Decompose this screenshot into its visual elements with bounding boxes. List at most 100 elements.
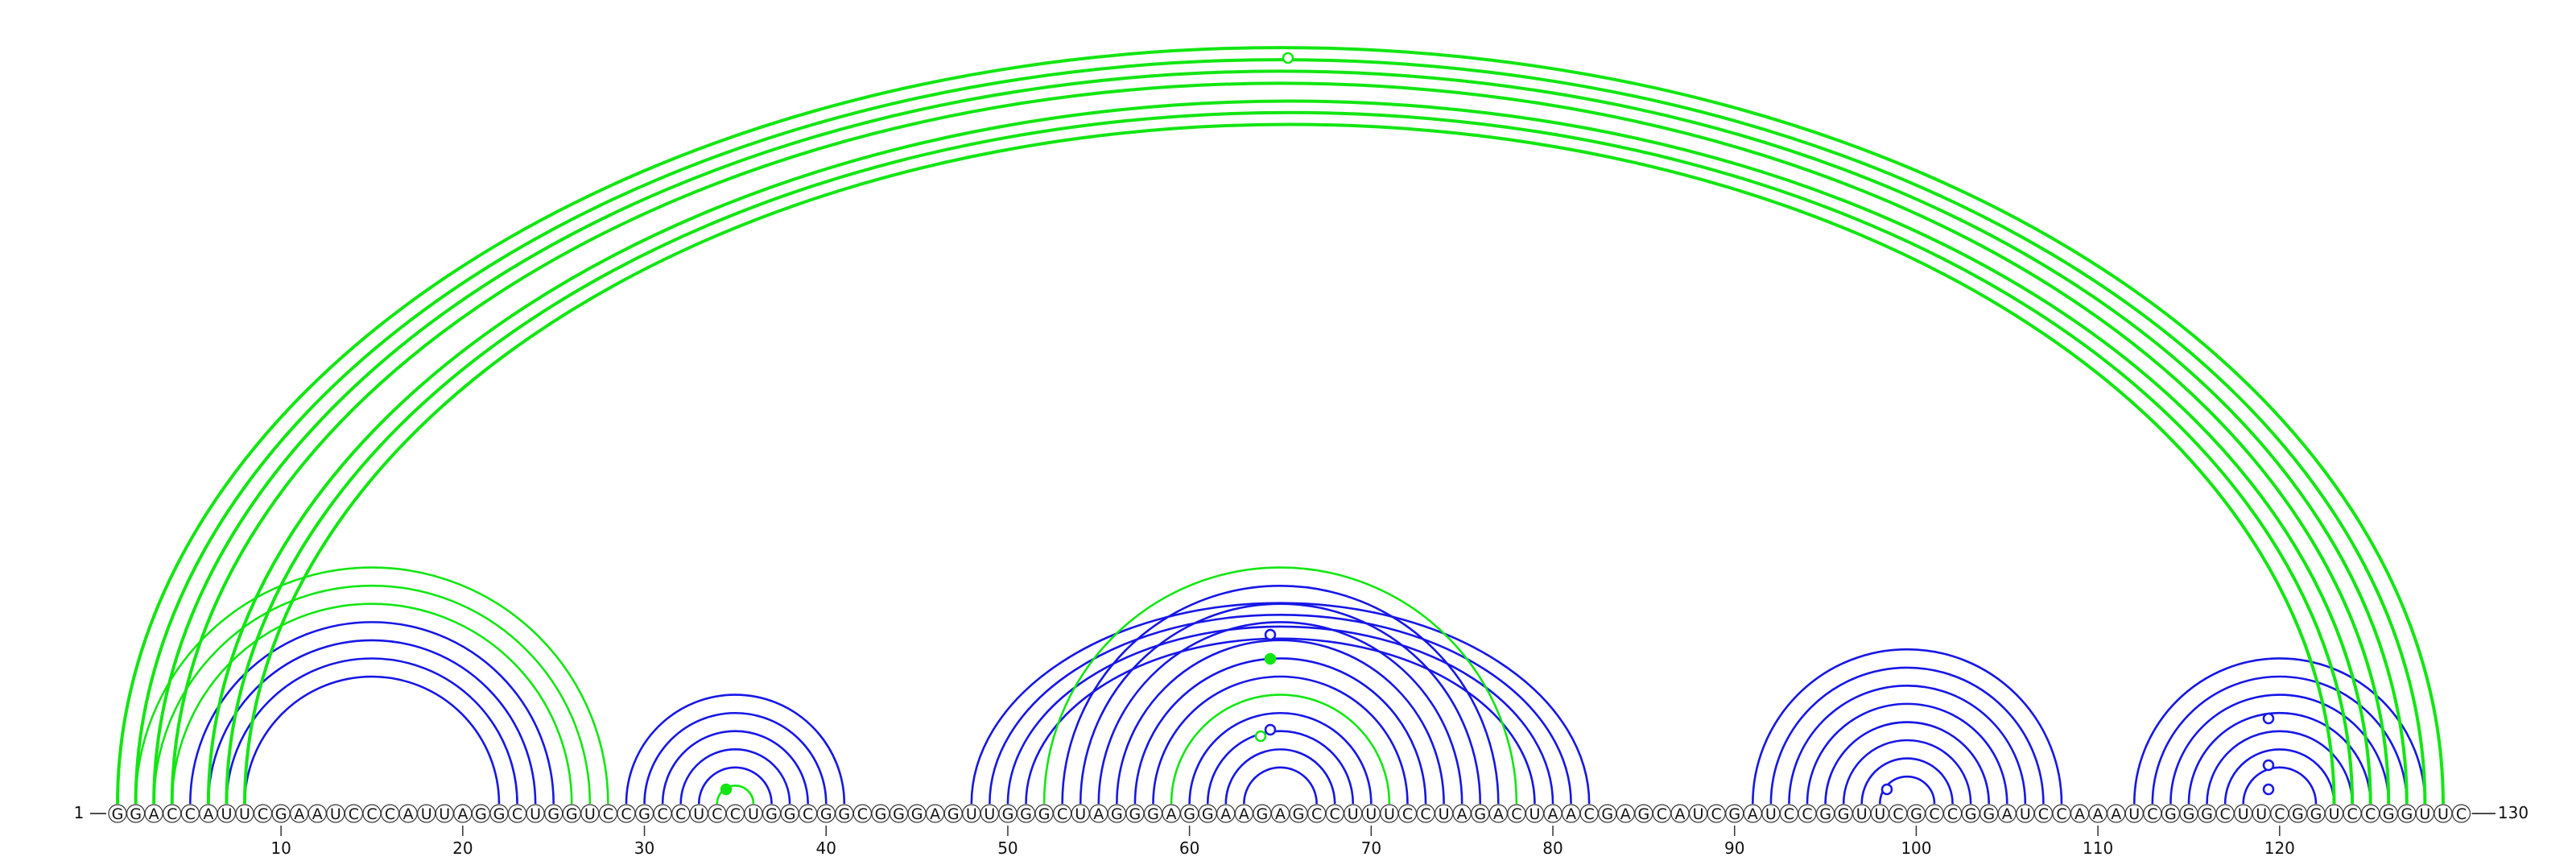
green-arc-12	[1170, 693, 1391, 805]
nucleotide-letter: C	[1802, 805, 1812, 823]
nucleotide-112: U	[2124, 804, 2144, 823]
nucleotide-80: A	[1543, 804, 1563, 823]
nucleotide-6: A	[199, 804, 218, 823]
nucleotide-letter: U	[748, 805, 759, 823]
nucleotide-72: C	[1397, 804, 1418, 823]
nucleotide-55: A	[1089, 804, 1108, 823]
nucleotide-127: G	[2397, 804, 2417, 823]
blue-arc-1	[207, 639, 537, 805]
nucleotide-13: U	[326, 804, 345, 823]
tick-label-50: 50	[997, 838, 1018, 857]
nucleotide-90: G	[1725, 804, 1744, 823]
nucleotide-95: G	[1815, 804, 1835, 823]
nucleotide-14: C	[344, 804, 364, 823]
nucleotide-letter: G	[911, 805, 923, 823]
arc-marker-1	[1264, 628, 1277, 641]
nucleotide-letter: G	[493, 805, 506, 823]
nucleotide-71: U	[1380, 804, 1399, 823]
blue-arc-23	[1752, 648, 2063, 805]
nucleotide-126: G	[2379, 804, 2398, 823]
nucleotide-letter: C	[2056, 805, 2066, 823]
blue-arc-21	[1224, 747, 1336, 805]
blue-arc-15	[1097, 621, 1463, 805]
nucleotide-letter: C	[621, 805, 631, 823]
nucleotide-20: A	[453, 804, 473, 823]
nucleotide-108: C	[2052, 804, 2071, 823]
nucleotide-letter: G	[2201, 805, 2213, 823]
nucleotide-2: G	[126, 804, 146, 823]
blue-arc-5	[643, 711, 828, 805]
nucleotide-12: A	[308, 804, 327, 823]
nucleotide-letter: G	[475, 805, 487, 823]
nucleotide-letter: C	[1402, 805, 1413, 823]
nucleotide-10: G	[271, 804, 291, 823]
blue-arc-7	[679, 747, 791, 805]
nucleotide-117: C	[2215, 804, 2235, 823]
nucleotide-123: U	[2324, 804, 2344, 823]
arc-marker-8	[2262, 759, 2275, 772]
nucleotide-letter: U	[1856, 805, 1868, 823]
blue-arc-17	[1133, 657, 1427, 805]
green-arc-3	[170, 81, 2391, 805]
nucleotide-letter: U	[1384, 805, 1395, 823]
nucleotide-letter: G	[2383, 805, 2395, 823]
green-arc-2	[152, 69, 2409, 805]
nucleotide-letter: A	[294, 805, 304, 823]
nucleotide-letter: U	[439, 805, 450, 823]
blue-arc-6	[661, 730, 809, 805]
nucleotide-64: G	[1253, 804, 1272, 823]
nucleotide-letter: G	[566, 805, 578, 823]
nucleotide-114: G	[2161, 804, 2181, 823]
nucleotide-3: A	[144, 804, 163, 823]
nucleotide-124: C	[2343, 804, 2362, 823]
blue-arc-33	[2169, 693, 2390, 805]
nucleotide-letter: A	[149, 805, 159, 823]
nucleotide-67: C	[1307, 804, 1327, 823]
nucleotide-letter: G	[1293, 805, 1305, 823]
nucleotide-letter: U	[693, 805, 704, 823]
nucleotide-letter: C	[2365, 805, 2376, 823]
blue-arc-8	[697, 766, 773, 805]
nucleotide-78: C	[1507, 804, 1526, 823]
nucleotide-letter: C	[2219, 805, 2230, 823]
nucleotide-letter: G	[1474, 805, 1486, 823]
nucleotide-letter: C	[1947, 805, 1958, 823]
nucleotide-68: C	[1325, 804, 1344, 823]
arc-marker-0	[1282, 52, 1294, 64]
blue-arc-19	[1188, 711, 1373, 805]
tick-label-40: 40	[816, 838, 836, 857]
blue-arc-25	[1788, 684, 2027, 805]
green-arc-10	[716, 785, 755, 805]
nucleotide-116: G	[2197, 804, 2217, 823]
nucleotide-letter: G	[1111, 805, 1123, 823]
nucleotide-letter: G	[820, 805, 832, 823]
nucleotide-letter: C	[1057, 805, 1067, 823]
blue-arc-14	[1079, 602, 1482, 805]
nucleotide-100: G	[1906, 804, 1926, 823]
nucleotide-letter: A	[1620, 805, 1631, 823]
nucleotide-letter: U	[2419, 805, 2430, 823]
nucleotide-23: C	[507, 804, 527, 823]
tick-label-90: 90	[1724, 838, 1744, 857]
blue-arc-2	[225, 657, 518, 805]
nucleotide-18: U	[417, 804, 436, 823]
nucleotide-letter: C	[2347, 805, 2357, 823]
nucleotide-46: A	[926, 804, 945, 823]
blue-arc-36	[2223, 747, 2335, 805]
nucleotide-69: U	[1344, 804, 1363, 823]
nucleotide-letter: A	[203, 805, 213, 823]
blue-arc-22	[1243, 766, 1318, 805]
nucleotide-letter: G	[947, 805, 960, 823]
nucleotide-104: G	[1979, 804, 1999, 823]
nucleotide-41: G	[835, 804, 854, 823]
green-arc-5	[225, 110, 2355, 805]
green-arc-11	[1042, 566, 1518, 805]
arc-marker-3	[1264, 723, 1277, 736]
nucleotide-letter: C	[730, 805, 741, 823]
nucleotide-122: G	[2306, 804, 2326, 823]
nucleotide-97: U	[1852, 804, 1872, 823]
blue-arc-35	[2206, 730, 2354, 805]
nucleotide-39: C	[799, 804, 818, 823]
nucleotide-letter: C	[1311, 805, 1322, 823]
